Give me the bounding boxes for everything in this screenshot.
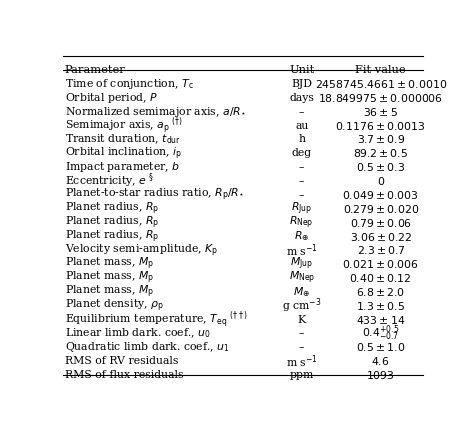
Text: $M_{\oplus}$: $M_{\oplus}$	[293, 285, 310, 299]
Text: $0$: $0$	[376, 175, 385, 187]
Text: Equilibrium temperature, $T_{\mathrm{eq}}$ $^{(\dagger\dagger)}$: Equilibrium temperature, $T_{\mathrm{eq}…	[65, 309, 247, 330]
Text: –: –	[299, 176, 304, 186]
Text: Planet radius, $R_{\mathrm{p}}$: Planet radius, $R_{\mathrm{p}}$	[65, 228, 159, 245]
Text: BJD: BJD	[291, 79, 312, 89]
Text: –: –	[299, 329, 304, 339]
Text: Time of conjunction, $T_{\mathrm{c}}$: Time of conjunction, $T_{\mathrm{c}}$	[65, 77, 193, 91]
Text: RMS of RV residuals: RMS of RV residuals	[65, 356, 178, 366]
Text: Fit value: Fit value	[356, 65, 406, 75]
Text: Planet-to-star radius ratio, $R_{\mathrm{p}}/R_{\star}$: Planet-to-star radius ratio, $R_{\mathrm…	[65, 187, 244, 203]
Text: Planet mass, $M_{\mathrm{p}}$: Planet mass, $M_{\mathrm{p}}$	[65, 284, 154, 300]
Text: $0.40 \pm 0.12$: $0.40 \pm 0.12$	[349, 272, 412, 284]
Text: $36 \pm 5$: $36 \pm 5$	[363, 106, 398, 118]
Text: $4.6$: $4.6$	[372, 355, 390, 368]
Text: –: –	[299, 107, 304, 117]
Text: $R_{\mathrm{Jup}}$: $R_{\mathrm{Jup}}$	[291, 201, 312, 217]
Text: Impact parameter, $b$: Impact parameter, $b$	[65, 160, 180, 174]
Text: RMS of flux residuals: RMS of flux residuals	[65, 370, 183, 380]
Text: Parameter: Parameter	[65, 65, 126, 75]
Text: Orbital period, $P$: Orbital period, $P$	[65, 91, 158, 105]
Text: $0.4^{+0.5}_{-0.7}$: $0.4^{+0.5}_{-0.7}$	[362, 324, 399, 343]
Text: Planet radius, $R_{\mathrm{p}}$: Planet radius, $R_{\mathrm{p}}$	[65, 215, 159, 231]
Text: $433 \pm 14$: $433 \pm 14$	[356, 314, 405, 326]
Text: $6.8 \pm 2.0$: $6.8 \pm 2.0$	[356, 286, 405, 298]
Text: Eccentricity, $e$ $^{\S}$: Eccentricity, $e$ $^{\S}$	[65, 172, 154, 191]
Text: Quadratic limb dark. coef., $u_1$: Quadratic limb dark. coef., $u_1$	[65, 340, 229, 354]
Text: g cm$^{-3}$: g cm$^{-3}$	[282, 297, 321, 315]
Text: Velocity semi-amplitude, $K_{\mathrm{p}}$: Velocity semi-amplitude, $K_{\mathrm{p}}…	[65, 242, 218, 259]
Text: Planet mass, $M_{\mathrm{p}}$: Planet mass, $M_{\mathrm{p}}$	[65, 270, 154, 286]
Text: $1093$: $1093$	[366, 369, 395, 381]
Text: m s$^{-1}$: m s$^{-1}$	[286, 242, 318, 259]
Text: au: au	[295, 121, 309, 131]
Text: $M_{\mathrm{Nep}}$: $M_{\mathrm{Nep}}$	[289, 270, 315, 286]
Text: ppm: ppm	[290, 370, 314, 380]
Text: $R_{\oplus}$: $R_{\oplus}$	[294, 229, 310, 243]
Text: Orbital inclination, $i_{\mathrm{p}}$: Orbital inclination, $i_{\mathrm{p}}$	[65, 145, 182, 162]
Text: m s$^{-1}$: m s$^{-1}$	[286, 353, 318, 370]
Text: –: –	[299, 343, 304, 352]
Text: Linear limb dark. coef., $u_0$: Linear limb dark. coef., $u_0$	[65, 327, 210, 340]
Text: $2.3 \pm 0.7$: $2.3 \pm 0.7$	[356, 244, 405, 257]
Text: Planet mass, $M_{\mathrm{p}}$: Planet mass, $M_{\mathrm{p}}$	[65, 256, 154, 272]
Text: $R_{\mathrm{Nep}}$: $R_{\mathrm{Nep}}$	[290, 215, 314, 231]
Text: $3.7 \pm 0.9$: $3.7 \pm 0.9$	[356, 133, 405, 146]
Text: $18.849975 \pm 0.000006$: $18.849975 \pm 0.000006$	[318, 92, 443, 104]
Text: K: K	[298, 315, 306, 325]
Text: $0.049 \pm 0.003$: $0.049 \pm 0.003$	[342, 189, 419, 201]
Text: $0.5 \pm 1.0$: $0.5 \pm 1.0$	[356, 341, 405, 354]
Text: $0.5 \pm 0.3$: $0.5 \pm 0.3$	[356, 161, 405, 173]
Text: $2458745.4661 \pm 0.0010$: $2458745.4661 \pm 0.0010$	[315, 78, 447, 90]
Text: $0.1176 \pm 0.0013$: $0.1176 \pm 0.0013$	[336, 120, 426, 132]
Text: Planet radius, $R_{\mathrm{p}}$: Planet radius, $R_{\mathrm{p}}$	[65, 201, 159, 217]
Text: Unit: Unit	[289, 65, 314, 75]
Text: days: days	[289, 93, 314, 103]
Text: $0.279 \pm 0.020$: $0.279 \pm 0.020$	[343, 203, 419, 215]
Text: h: h	[298, 135, 305, 145]
Text: –: –	[299, 162, 304, 172]
Text: $0.79 \pm 0.06$: $0.79 \pm 0.06$	[350, 217, 412, 229]
Text: Normalized semimajor axis, $a/R_{\star}$: Normalized semimajor axis, $a/R_{\star}$	[65, 105, 246, 119]
Text: $1.3 \pm 0.5$: $1.3 \pm 0.5$	[356, 300, 405, 312]
Text: –: –	[299, 190, 304, 200]
Text: Transit duration, $t_{\mathrm{dur}}$: Transit duration, $t_{\mathrm{dur}}$	[65, 133, 181, 146]
Text: $3.06 \pm 0.22$: $3.06 \pm 0.22$	[350, 231, 412, 243]
Text: $89.2 \pm 0.5$: $89.2 \pm 0.5$	[353, 147, 408, 160]
Text: Planet density, $\rho_{\mathrm{p}}$: Planet density, $\rho_{\mathrm{p}}$	[65, 298, 164, 314]
Text: $0.021 \pm 0.006$: $0.021 \pm 0.006$	[342, 258, 419, 270]
Text: $M_{\mathrm{Jup}}$: $M_{\mathrm{Jup}}$	[290, 256, 313, 272]
Text: deg: deg	[292, 148, 312, 158]
Text: Semimajor axis, $a_{\mathrm{p}}$ $^{(\dagger)}$: Semimajor axis, $a_{\mathrm{p}}$ $^{(\da…	[65, 115, 183, 136]
